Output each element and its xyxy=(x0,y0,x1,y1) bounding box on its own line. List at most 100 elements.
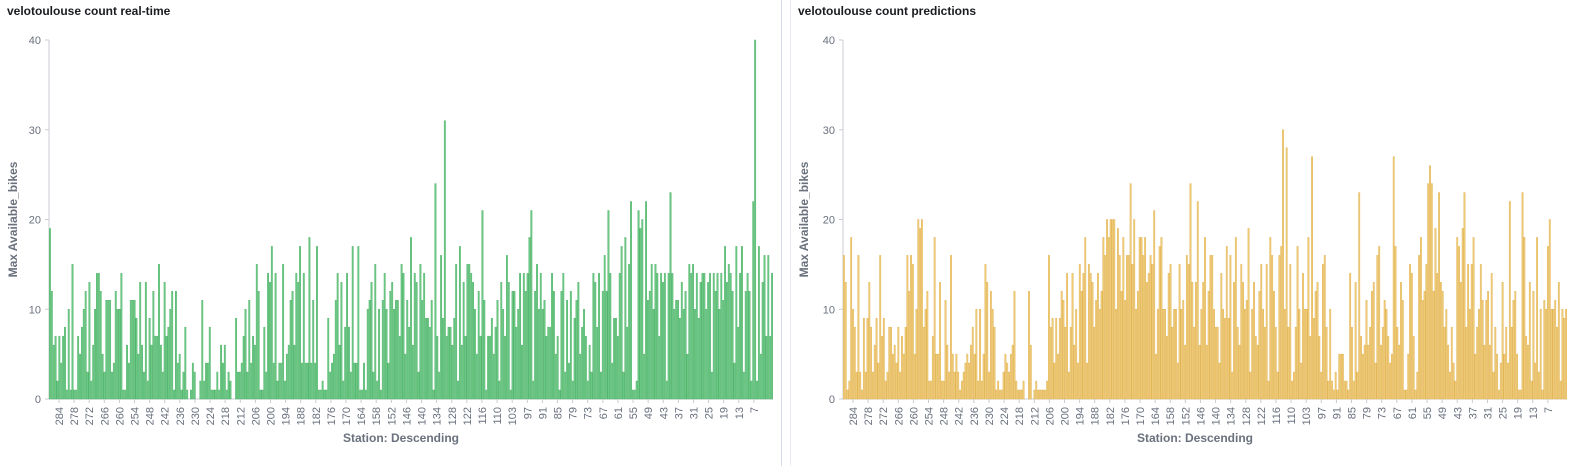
bar[interactable] xyxy=(1051,317,1054,400)
bar[interactable] xyxy=(1053,362,1056,400)
bar[interactable] xyxy=(222,362,224,400)
bar[interactable] xyxy=(165,335,168,400)
bar[interactable] xyxy=(1459,282,1462,400)
bar[interactable] xyxy=(1303,309,1306,400)
bar[interactable] xyxy=(522,273,525,400)
bar[interactable] xyxy=(143,371,145,400)
bar[interactable] xyxy=(852,309,854,400)
bar[interactable] xyxy=(712,273,715,400)
bar[interactable] xyxy=(1175,309,1177,400)
bar[interactable] xyxy=(1151,264,1154,400)
bar[interactable] xyxy=(901,335,903,400)
bar[interactable] xyxy=(759,353,762,400)
bar[interactable] xyxy=(466,264,469,400)
bar[interactable] xyxy=(596,326,599,400)
bar[interactable] xyxy=(879,255,882,400)
bar[interactable] xyxy=(406,300,409,400)
bar[interactable] xyxy=(1173,309,1176,400)
bar[interactable] xyxy=(1265,264,1268,400)
bar[interactable] xyxy=(285,353,288,400)
bar[interactable] xyxy=(660,273,663,400)
bar[interactable] xyxy=(682,309,685,400)
bar[interactable] xyxy=(710,371,713,400)
bar[interactable] xyxy=(348,326,350,400)
bar[interactable] xyxy=(556,335,559,400)
bar[interactable] xyxy=(1242,282,1245,400)
bar[interactable] xyxy=(750,380,753,400)
bar[interactable] xyxy=(697,317,700,400)
bar[interactable] xyxy=(665,380,668,400)
bar[interactable] xyxy=(962,371,965,400)
bar[interactable] xyxy=(935,353,938,400)
bar[interactable] xyxy=(870,326,873,400)
bar[interactable] xyxy=(931,335,934,400)
bar[interactable] xyxy=(1048,255,1050,400)
bar[interactable] xyxy=(1530,380,1533,400)
bar[interactable] xyxy=(937,353,940,400)
bar[interactable] xyxy=(208,326,211,400)
bar[interactable] xyxy=(598,273,600,400)
bar[interactable] xyxy=(223,344,226,400)
bar[interactable] xyxy=(430,300,433,400)
bar[interactable] xyxy=(626,326,629,400)
bar[interactable] xyxy=(137,353,140,400)
bar[interactable] xyxy=(971,326,974,400)
bar[interactable] xyxy=(1234,237,1237,400)
bar[interactable] xyxy=(1086,362,1088,400)
bar[interactable] xyxy=(265,371,268,400)
bar[interactable] xyxy=(1458,246,1460,400)
bar[interactable] xyxy=(1548,219,1551,400)
bar[interactable] xyxy=(742,371,745,400)
bar[interactable] xyxy=(64,326,66,400)
bar[interactable] xyxy=(1498,389,1500,400)
bar[interactable] xyxy=(438,371,441,400)
bar[interactable] xyxy=(573,317,576,400)
bar[interactable] xyxy=(1528,282,1531,400)
bar[interactable] xyxy=(1510,326,1513,400)
bar[interactable] xyxy=(363,362,365,400)
bar[interactable] xyxy=(1162,309,1165,400)
bar[interactable] xyxy=(1410,273,1413,400)
bar[interactable] xyxy=(434,183,437,400)
bar[interactable] xyxy=(1245,300,1248,400)
bar[interactable] xyxy=(1501,282,1504,400)
bar[interactable] xyxy=(146,380,149,400)
bar[interactable] xyxy=(895,362,898,400)
bar[interactable] xyxy=(1002,371,1005,400)
bar[interactable] xyxy=(1082,273,1085,400)
bar[interactable] xyxy=(862,317,865,400)
bar[interactable] xyxy=(190,389,192,400)
bar[interactable] xyxy=(453,317,456,400)
bar[interactable] xyxy=(1198,344,1201,400)
bar[interactable] xyxy=(763,255,766,400)
bar[interactable] xyxy=(1390,353,1393,400)
bar[interactable] xyxy=(571,380,574,400)
bar[interactable] xyxy=(88,282,91,400)
bar[interactable] xyxy=(1523,237,1526,400)
bar[interactable] xyxy=(1351,326,1353,400)
bar[interactable] xyxy=(1563,317,1566,400)
bar[interactable] xyxy=(1320,371,1323,400)
bar[interactable] xyxy=(1238,344,1241,400)
bar[interactable] xyxy=(1028,291,1030,400)
bar[interactable] xyxy=(855,371,858,400)
bar[interactable] xyxy=(1389,362,1391,400)
bar[interactable] xyxy=(866,317,869,400)
bar[interactable] xyxy=(924,309,927,400)
bar[interactable] xyxy=(398,335,401,400)
bar[interactable] xyxy=(436,335,439,400)
bar[interactable] xyxy=(1205,344,1208,400)
bar[interactable] xyxy=(77,335,80,400)
bar[interactable] xyxy=(1185,255,1188,400)
bar[interactable] xyxy=(562,273,565,400)
bar[interactable] xyxy=(1332,389,1335,400)
bar[interactable] xyxy=(1271,255,1274,400)
bar[interactable] xyxy=(129,300,132,400)
bar[interactable] xyxy=(1499,362,1502,400)
bar[interactable] xyxy=(1416,371,1419,400)
bar[interactable] xyxy=(443,120,446,400)
bar[interactable] xyxy=(340,282,343,400)
bar[interactable] xyxy=(1476,326,1479,400)
bar[interactable] xyxy=(1378,246,1381,400)
bar[interactable] xyxy=(385,309,388,400)
